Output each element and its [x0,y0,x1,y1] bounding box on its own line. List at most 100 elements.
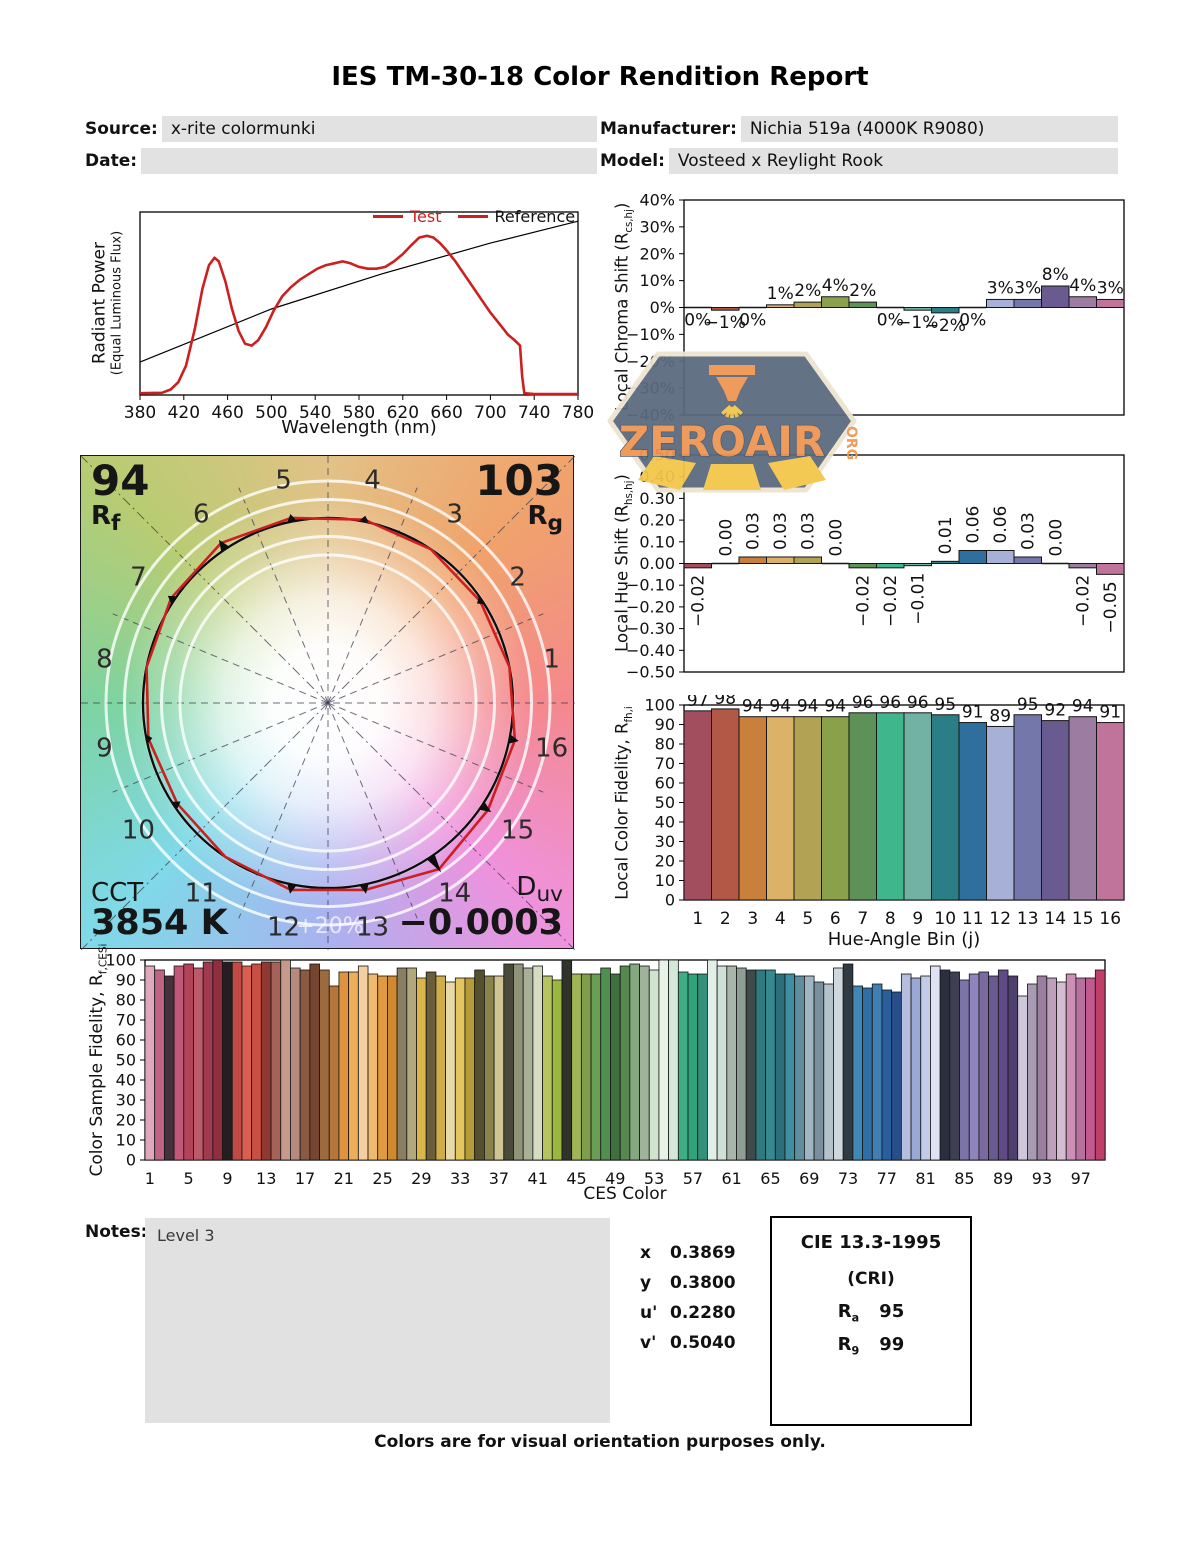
model-row: Model: Vosteed x Reylight Rook [600,147,1118,174]
svg-text:100: 100 [644,696,675,715]
svg-text:91: 91 [1099,703,1121,723]
ces-fidelity-chart: Color Sample Fidelity, Rf,CESi 100 90 80 70… [83,944,1143,1212]
fid-xlabel: Hue-Angle Bin (j) [827,929,981,950]
svg-text:−1%: −1% [897,313,938,333]
svg-text:460: 460 [211,403,243,423]
svg-text:−30%: −30% [626,379,675,398]
svg-text:11: 11 [185,879,218,909]
svg-text:17: 17 [295,1169,315,1188]
cct-readout: CCT 3854 K [91,877,228,944]
svg-text:7: 7 [857,909,868,929]
local-fidelity-chart: Local Color Fidelity, Rfh,i 100 90 80 70 60 5… [606,689,1136,960]
svg-text:13: 13 [1017,909,1039,929]
duv-readout: Duv −0.0003 [398,872,563,944]
svg-text:90: 90 [655,715,675,734]
hue-plot: 0.500.400.300.200.100.00−0.10−0.20−0.30−… [626,446,1125,682]
svg-text:8: 8 [96,645,113,675]
svg-text:0.10: 0.10 [639,532,675,551]
svg-text:0.30: 0.30 [639,489,675,508]
svg-text:57: 57 [683,1169,703,1188]
svg-text:70: 70 [116,1011,136,1030]
svg-text:500: 500 [255,403,287,423]
svg-text:15: 15 [1072,909,1094,929]
svg-text:60: 60 [655,774,675,793]
spd-legend: Test Reference [373,207,575,226]
svg-text:5: 5 [184,1169,194,1188]
svg-text:100: 100 [105,951,136,970]
chroma-plot: 40%30%20%10%0%−10%−20%−30%−40%0%−1%0%1% 2… [626,191,1125,425]
cri-r9-row: R9 99 [837,1334,905,1358]
svg-text:8: 8 [885,909,896,929]
source-row: Source: x-rite colormunki [85,115,597,142]
svg-text:40%: 40% [639,193,675,210]
svg-text:0%: 0% [684,311,711,331]
svg-text:16: 16 [535,734,568,764]
svg-text:4%: 4% [822,276,849,296]
svg-text:94: 94 [797,697,819,717]
svg-text:0.40: 0.40 [639,467,675,486]
svg-text:3%: 3% [987,278,1014,298]
svg-text:96: 96 [907,695,929,713]
manufacturer-label: Manufacturer: [600,118,737,139]
svg-text:40: 40 [655,813,675,832]
svg-text:89: 89 [989,706,1011,726]
svg-text:3%: 3% [1097,278,1124,298]
svg-text:29: 29 [411,1169,431,1188]
svg-text:0.01: 0.01 [936,516,956,554]
svg-text:97: 97 [687,695,709,711]
svg-text:0.50: 0.50 [639,448,675,465]
svg-text:69: 69 [799,1169,819,1188]
svg-text:10: 10 [116,1131,136,1150]
svg-text:−2%: −2% [925,316,966,336]
svg-text:11: 11 [962,909,984,929]
svg-text:0.20: 0.20 [639,511,675,530]
svg-text:41: 41 [528,1169,548,1188]
svg-text:0.06: 0.06 [991,506,1011,544]
svg-text:1: 1 [543,645,560,675]
svg-text:−20%: −20% [626,352,675,371]
svg-text:21: 21 [334,1169,354,1188]
svg-text:94: 94 [769,697,791,717]
svg-text:0%: 0% [877,311,904,331]
cri-subtitle: (CRI) [847,1269,895,1289]
date-value [141,147,597,174]
svg-text:95: 95 [934,695,956,715]
coord-row-x: x 0.3869 [640,1243,736,1263]
svg-text:0.03: 0.03 [771,512,791,550]
svg-text:6: 6 [193,499,210,529]
svg-text:380: 380 [124,403,156,423]
svg-text:14: 14 [1044,909,1066,929]
svg-text:10: 10 [122,816,155,846]
svg-text:30: 30 [655,832,675,851]
svg-text:−0.10: −0.10 [626,576,675,595]
svg-text:0%: 0% [739,311,766,331]
svg-text:−0.02: −0.02 [881,575,901,627]
svg-text:0.00: 0.00 [716,519,736,557]
svg-text:−0.40: −0.40 [626,641,675,660]
svg-text:70: 70 [655,754,675,773]
svg-text:420: 420 [168,403,200,423]
spd-plot: 380 420 460 500 540 580 620 660 700 740 780 [124,211,594,423]
svg-text:10: 10 [934,909,956,929]
source-value: x-rite colormunki [161,115,597,142]
svg-text:4: 4 [364,465,381,495]
svg-text:97: 97 [1071,1169,1091,1188]
svg-text:540: 540 [299,403,331,423]
svg-text:85: 85 [954,1169,974,1188]
chromaticity-coordinates: x 0.3869 y 0.3800 u' 0.2280 v' 0.5040 [640,1238,736,1358]
svg-text:50: 50 [655,793,675,812]
svg-text:15: 15 [501,816,534,846]
svg-text:53: 53 [644,1169,664,1188]
svg-text:6: 6 [830,909,841,929]
svg-text:13: 13 [356,913,389,943]
svg-text:30%: 30% [639,217,675,236]
svg-text:61: 61 [721,1169,741,1188]
svg-text:73: 73 [838,1169,858,1188]
svg-text:−0.02: −0.02 [689,575,709,627]
test-line-swatch [373,214,403,219]
svg-text:16: 16 [1099,909,1121,929]
svg-text:98: 98 [714,695,736,709]
svg-text:−40%: −40% [626,406,675,425]
